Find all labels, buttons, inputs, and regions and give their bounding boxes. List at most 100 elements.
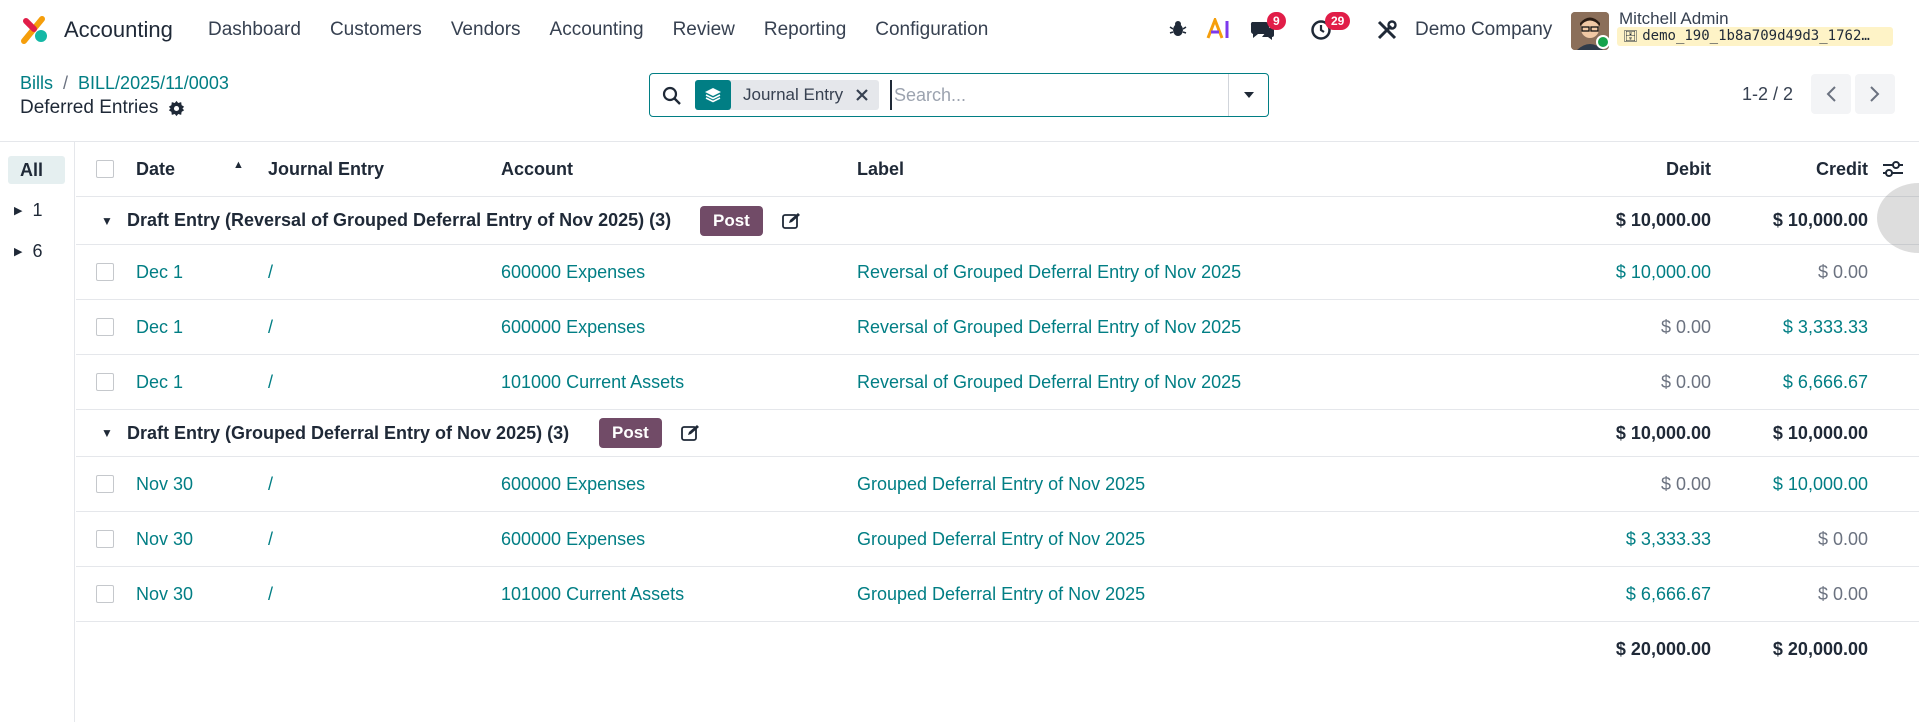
post-button-wrap: Post bbox=[599, 410, 662, 456]
menu-review[interactable]: Review bbox=[672, 19, 735, 40]
close-icon[interactable] bbox=[853, 80, 879, 110]
activities-count-badge: 29 bbox=[1325, 12, 1351, 30]
accounting-app-icon[interactable] bbox=[20, 15, 50, 45]
cell-credit: $ 3,333.33 bbox=[1782, 316, 1868, 337]
cell-label: Reversal of Grouped Deferral Entry of No… bbox=[857, 261, 1242, 282]
cell-date: Nov 30 bbox=[136, 473, 194, 494]
menu-customers[interactable]: Customers bbox=[329, 19, 422, 40]
facet-label: Journal Entry bbox=[743, 85, 844, 104]
pager-value[interactable]: 1-2 / 2 bbox=[1742, 84, 1794, 104]
menu-configuration[interactable]: Configuration bbox=[875, 19, 989, 40]
row-checkbox-cell bbox=[96, 567, 114, 621]
row-checkbox-cell bbox=[96, 355, 114, 409]
post-button[interactable]: Post bbox=[700, 205, 763, 236]
optional-columns-toggle[interactable] bbox=[1882, 142, 1904, 196]
search-panel-label: All bbox=[20, 159, 44, 180]
column-journal-entry[interactable]: Journal Entry bbox=[268, 158, 385, 179]
layers-icon bbox=[695, 80, 731, 110]
activities-clock-icon[interactable] bbox=[1310, 19, 1332, 41]
cell-date: Nov 30 bbox=[136, 583, 194, 604]
menu-accounting[interactable]: Accounting bbox=[549, 19, 644, 40]
row-checkbox[interactable] bbox=[96, 475, 114, 493]
row-checkbox[interactable] bbox=[96, 530, 114, 548]
row-checkbox[interactable] bbox=[96, 373, 114, 391]
total-credit: $ 20,000.00 bbox=[1772, 639, 1868, 659]
cell-credit: $ 0.00 bbox=[1817, 261, 1868, 282]
search-icon[interactable] bbox=[662, 86, 682, 106]
column-date[interactable]: Date ▲ bbox=[136, 142, 261, 196]
select-all-cell bbox=[96, 142, 114, 196]
row-checkbox[interactable] bbox=[96, 318, 114, 336]
group-title: Draft Entry (Grouped Deferral Entry of N… bbox=[127, 422, 570, 443]
cell-account: 600000 Expenses bbox=[501, 316, 646, 337]
cell-account: 600000 Expenses bbox=[501, 473, 646, 494]
cell-credit: $ 0.00 bbox=[1817, 528, 1868, 549]
search-panel-item-all[interactable]: All bbox=[8, 156, 65, 184]
ai-icon[interactable] bbox=[1206, 18, 1232, 40]
search-panel-item-1[interactable]: ▶ 1 bbox=[8, 196, 65, 224]
caret-down-icon: ▼ bbox=[101, 426, 113, 440]
search-input[interactable] bbox=[890, 80, 1220, 110]
tools-icon[interactable] bbox=[1376, 19, 1398, 41]
table-row[interactable]: Nov 30 / 600000 Expenses Grouped Deferra… bbox=[76, 457, 1919, 512]
table-row[interactable]: Nov 30 / 600000 Expenses Grouped Deferra… bbox=[76, 512, 1919, 567]
breadcrumb-bill-record[interactable]: BILL/2025/11/0003 bbox=[78, 73, 229, 93]
app-name[interactable]: Accounting bbox=[64, 17, 173, 42]
chevron-right-icon bbox=[1870, 86, 1880, 102]
control-panel-divider bbox=[0, 141, 1919, 142]
cell-journal-entry: / bbox=[268, 583, 274, 604]
column-debit[interactable]: Debit bbox=[1666, 158, 1711, 179]
chevron-left-icon bbox=[1826, 86, 1836, 102]
messages-icon[interactable] bbox=[1249, 19, 1275, 41]
top-navbar: Accounting Dashboard Customers Vendors A… bbox=[0, 0, 1919, 60]
group-credit-total: $ 10,000.00 bbox=[1772, 422, 1868, 443]
row-checkbox-cell bbox=[96, 245, 114, 299]
company-switcher[interactable]: Demo Company bbox=[1415, 19, 1553, 40]
caret-down-icon bbox=[1243, 92, 1254, 98]
group-row[interactable]: ▼ Draft Entry (Reversal of Grouped Defer… bbox=[76, 197, 1919, 245]
menu-reporting[interactable]: Reporting bbox=[763, 19, 847, 40]
group-row[interactable]: ▼ Draft Entry (Grouped Deferral Entry of… bbox=[76, 410, 1919, 457]
pager-previous-button[interactable] bbox=[1811, 74, 1851, 114]
table-row[interactable]: Dec 1 / 600000 Expenses Reversal of Grou… bbox=[76, 245, 1919, 300]
cell-journal-entry: / bbox=[268, 473, 274, 494]
breadcrumb-bills[interactable]: Bills bbox=[20, 73, 54, 93]
column-label[interactable]: Label bbox=[857, 158, 905, 179]
row-checkbox-cell bbox=[96, 457, 114, 511]
gear-icon[interactable] bbox=[168, 100, 185, 117]
table-footer: $ 20,000.00 $ 20,000.00 bbox=[76, 622, 1919, 677]
debug-bug-icon[interactable] bbox=[1168, 19, 1188, 39]
menu-dashboard[interactable]: Dashboard bbox=[208, 19, 301, 40]
table-row[interactable]: Dec 1 / 101000 Current Assets Reversal o… bbox=[76, 355, 1919, 410]
breadcrumb: Bills / BILL/2025/11/0003 bbox=[20, 73, 229, 94]
menu-vendors[interactable]: Vendors bbox=[450, 19, 521, 40]
row-checkbox[interactable] bbox=[96, 263, 114, 281]
search-panel-item-6[interactable]: ▶ 6 bbox=[8, 237, 65, 265]
select-all-checkbox[interactable] bbox=[96, 160, 114, 178]
page-title: Deferred Entries bbox=[20, 97, 185, 119]
online-status-dot bbox=[1596, 35, 1610, 49]
cell-label: Reversal of Grouped Deferral Entry of No… bbox=[857, 371, 1242, 392]
table-row[interactable]: Nov 30 / 101000 Current Assets Grouped D… bbox=[76, 567, 1919, 622]
database-icon: 🗄 bbox=[1623, 29, 1639, 43]
messages-count-badge: 9 bbox=[1267, 12, 1286, 30]
group-title: Draft Entry (Reversal of Grouped Deferra… bbox=[127, 210, 672, 230]
group-debit-total: $ 10,000.00 bbox=[1615, 210, 1711, 230]
user-name[interactable]: Mitchell Admin bbox=[1619, 9, 1729, 28]
database-label: demo_190_1b8a709d49d3_1762… bbox=[1642, 28, 1870, 44]
page-title-text: Deferred Entries bbox=[20, 97, 159, 118]
column-credit[interactable]: Credit bbox=[1815, 158, 1868, 179]
search-options-toggle[interactable] bbox=[1228, 74, 1268, 116]
list-view-table: Date ▲ Journal Entry Account Label Debit… bbox=[76, 142, 1919, 722]
column-account[interactable]: Account bbox=[501, 158, 573, 179]
table-row[interactable]: Dec 1 / 600000 Expenses Reversal of Grou… bbox=[76, 300, 1919, 355]
cell-journal-entry: / bbox=[268, 316, 274, 337]
row-checkbox[interactable] bbox=[96, 585, 114, 603]
post-button[interactable]: Post bbox=[599, 418, 662, 448]
search-bar: Journal Entry bbox=[649, 73, 1269, 117]
pager-next-button[interactable] bbox=[1855, 74, 1895, 114]
cell-debit: $ 0.00 bbox=[1660, 473, 1711, 494]
edit-icon[interactable] bbox=[681, 410, 701, 456]
group-credit-total: $ 10,000.00 bbox=[1772, 210, 1868, 230]
edit-icon[interactable] bbox=[782, 197, 802, 244]
